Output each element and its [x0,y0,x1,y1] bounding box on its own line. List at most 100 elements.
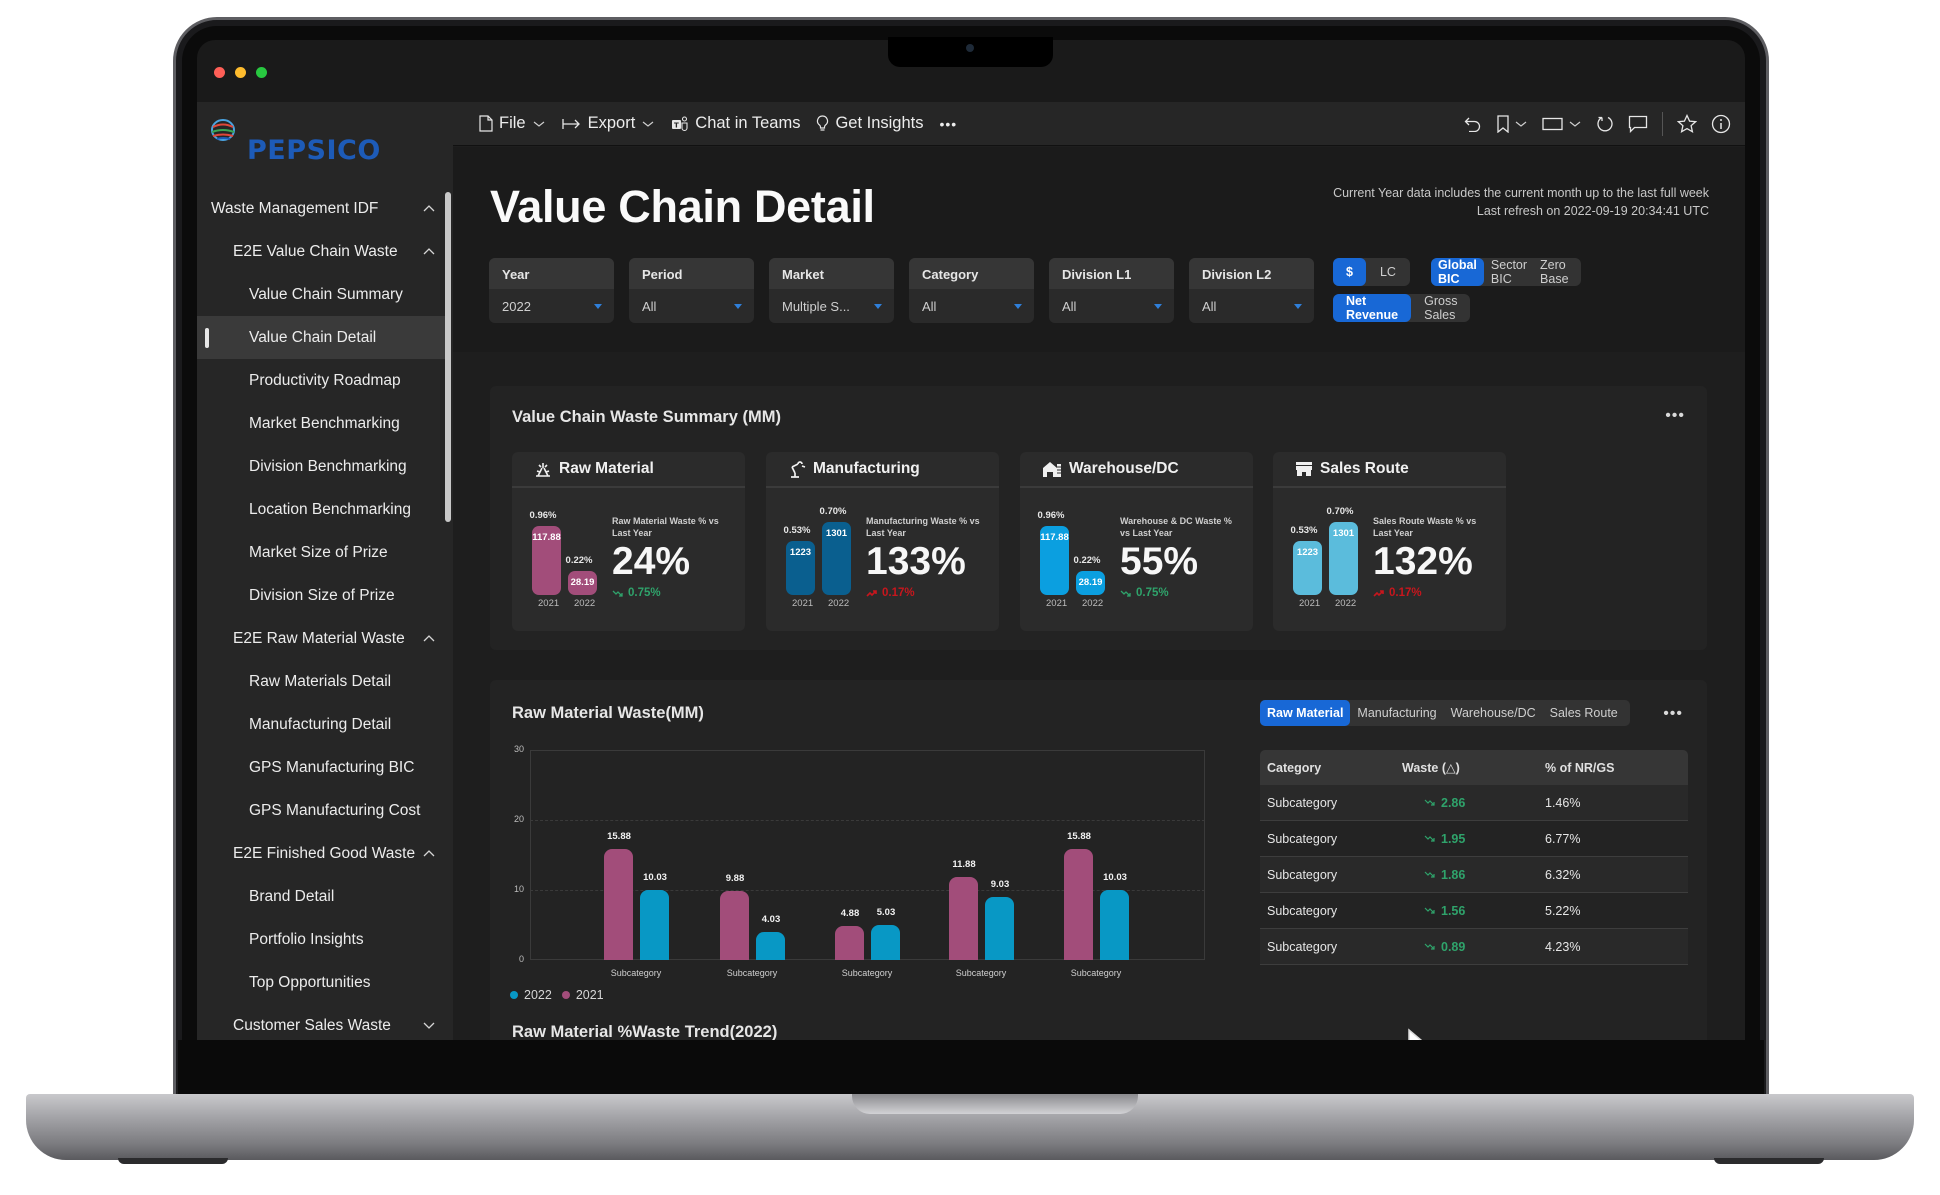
bar-2022[interactable] [871,924,900,960]
chevron-up-icon[interactable] [421,243,437,259]
cell-category: Subcategory [1267,831,1338,846]
tab-raw-material[interactable]: Raw Material [1260,700,1351,726]
legend-dot-2021 [561,991,570,999]
net-revenue-option[interactable]: Net Revenue [1333,294,1412,322]
filter-dropdown[interactable]: Multiple S... [769,289,894,323]
panel-more-button[interactable]: ••• [1663,705,1683,722]
sidebar-item-e2e-finished-good-waste[interactable]: E2E Finished Good Waste [197,832,445,875]
filter-division-l2[interactable]: Division L2 All [1189,258,1314,323]
filter-period[interactable]: Period All [629,258,754,323]
info-button[interactable] [1711,114,1731,134]
sidebar-item-customer-sales-waste[interactable]: Customer Sales Waste [197,1004,445,1040]
bar-2021[interactable] [835,925,864,960]
chat-in-teams-button[interactable]: T Chat in Teams [665,114,806,133]
sidebar-item-gps-manufacturing-cost[interactable]: GPS Manufacturing Cost [197,789,445,832]
card-header: Manufacturing [766,452,999,488]
column-header-pct[interactable]: % of NR/GS [1545,760,1615,775]
tab-sales-route[interactable]: Sales Route [1549,706,1618,720]
get-insights-button[interactable]: Get Insights [810,114,929,133]
chevron-up-icon[interactable] [421,630,437,646]
sidebar-item-raw-materials-detail[interactable]: Raw Materials Detail [197,660,445,703]
filter-market[interactable]: Market Multiple S... [769,258,894,323]
pepsico-logo[interactable]: PEPSICO [209,116,381,164]
column-header-category[interactable]: Category [1267,760,1322,775]
bar-2022[interactable] [985,896,1014,960]
sidebar-item-value-chain-summary[interactable]: Value Chain Summary [197,273,445,316]
table-row[interactable]: Subcategory 1.86 6.32% [1260,857,1688,893]
table-row[interactable]: Subcategory 1.56 5.22% [1260,893,1688,929]
minimize-window-button[interactable] [235,67,246,78]
sidebar-item-market-benchmarking[interactable]: Market Benchmarking [197,402,445,445]
svg-text:T: T [674,121,679,129]
panel-more-button[interactable]: ••• [1665,407,1685,424]
sidebar-item-value-chain-detail[interactable]: Value Chain Detail [197,316,445,359]
bar-value-label: 5.03 [876,906,896,918]
tab-warehouse-dc[interactable]: Warehouse/DC [1450,706,1536,720]
summary-card-raw-material[interactable]: Raw Material 0.96% 117.88 0.22% 28.19 2021 202… [512,452,745,631]
filter-division-l1[interactable]: Division L1 All [1049,258,1174,323]
sidebar-item-market-size-of-prize[interactable]: Market Size of Prize [197,531,445,574]
bookmark-menu[interactable] [1496,114,1528,133]
summary-card-warehouse-dc[interactable]: Warehouse/DC 0.96% 117.88 0.22% 28.19 2021 202… [1020,452,1253,631]
bar-pct-2021: 0.96% [1037,510,1065,521]
sidebar-item-productivity-roadmap[interactable]: Productivity Roadmap [197,359,445,402]
refresh-button[interactable] [1596,115,1614,133]
column-header-waste[interactable]: Waste (△) [1402,761,1460,775]
sidebar-item-waste-management-idf[interactable]: Waste Management IDF [197,187,445,230]
sidebar-item-gps-manufacturing-bic[interactable]: GPS Manufacturing BIC [197,746,445,789]
sidebar-item-e2e-value-chain-waste[interactable]: E2E Value Chain Waste [197,230,445,273]
view-menu[interactable] [1542,117,1582,131]
chevron-up-icon[interactable] [421,200,437,216]
filter-dropdown[interactable]: All [629,289,754,323]
table-row[interactable]: Subcategory 0.89 4.23% [1260,929,1688,965]
chevron-up-icon[interactable] [421,845,437,861]
sidebar-item-e2e-raw-material-waste[interactable]: E2E Raw Material Waste [197,617,445,660]
sidebar-item-division-size-of-prize[interactable]: Division Size of Prize [197,574,445,617]
sidebar-item-manufacturing-detail[interactable]: Manufacturing Detail [197,703,445,746]
sector-bic-option[interactable]: Sector BIC [1490,258,1528,286]
sidebar-item-top-opportunities[interactable]: Top Opportunities [197,961,445,1004]
bar-2022[interactable] [1100,889,1129,960]
filter-dropdown[interactable]: All [909,289,1034,323]
bar-2021[interactable] [1064,848,1093,960]
waste-value: 1.95 [1441,831,1466,846]
filter-category[interactable]: Category All [909,258,1034,323]
export-menu[interactable]: Export [556,114,662,133]
bar-2021[interactable] [949,876,978,960]
sidebar-item-portfolio-insights[interactable]: Portfolio Insights [197,918,445,961]
sidebar-item-location-benchmarking[interactable]: Location Benchmarking [197,488,445,531]
filter-year[interactable]: Year 2022 [489,258,614,323]
global-bic-option[interactable]: Global BIC [1431,258,1484,286]
file-menu[interactable]: File [473,114,552,133]
tab-manufacturing[interactable]: Manufacturing [1357,706,1437,720]
bar-2022[interactable] [756,931,785,960]
sidebar-item-division-benchmarking[interactable]: Division Benchmarking [197,445,445,488]
comment-button[interactable] [1628,115,1648,133]
more-options-button[interactable]: ••• [934,116,964,132]
zero-base-option[interactable]: Zero Base [1540,258,1569,286]
sidebar-item-brand-detail[interactable]: Brand Detail [197,875,445,918]
filter-dropdown[interactable]: All [1189,289,1314,323]
bar-2021[interactable] [604,848,633,960]
currency-lc-option[interactable]: LC [1379,265,1396,279]
card-kpi-value: 55% [1120,540,1199,583]
delta-value: 0.75% [1136,587,1169,599]
mini-bar-chart: 0.53% 1223 0.70% 1301 [1291,506,1368,595]
chevron-down-icon[interactable] [421,1017,437,1033]
summary-card-sales-route[interactable]: Sales Route 0.53% 1223 0.70% 1301 2021 2022 Sal… [1273,452,1506,631]
close-window-button[interactable] [214,67,225,78]
summary-card-manufacturing[interactable]: Manufacturing 0.53% 1223 0.70% 1301 2021 2022 M… [766,452,999,631]
bar-value-label: 4.03 [761,913,781,925]
undo-button[interactable] [1464,116,1482,132]
table-row[interactable]: Subcategory 1.95 6.77% [1260,821,1688,857]
bar-2021[interactable] [720,890,749,960]
filter-dropdown[interactable]: All [1049,289,1174,323]
gross-sales-option[interactable]: Gross Sales [1424,294,1458,322]
currency-usd-option[interactable]: $ [1333,258,1366,286]
table-row[interactable]: Subcategory 2.86 1.46% [1260,785,1688,821]
bar-2022[interactable] [640,889,669,960]
favorite-button[interactable] [1677,113,1697,134]
sidebar-scrollbar[interactable] [445,192,451,522]
filter-dropdown[interactable]: 2022 [489,289,614,323]
maximize-window-button[interactable] [256,67,267,78]
